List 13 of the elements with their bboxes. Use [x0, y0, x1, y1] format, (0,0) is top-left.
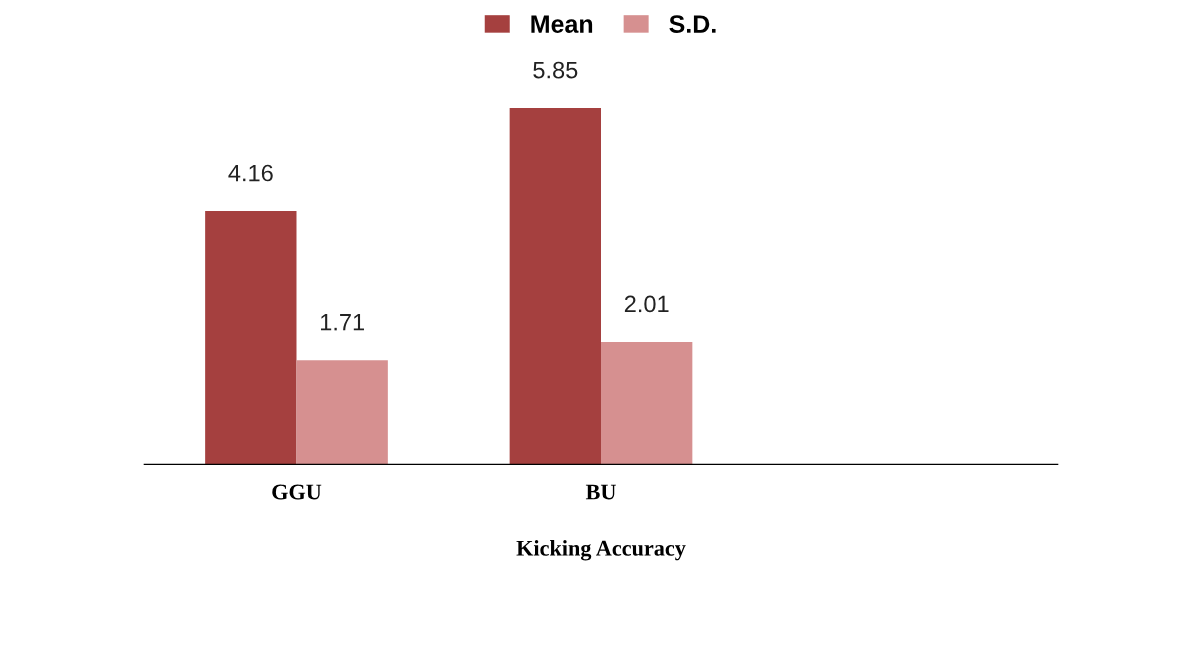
bar [296, 360, 388, 465]
x-axis-title: Kicking Accuracy [516, 540, 686, 561]
bar [601, 341, 693, 465]
data-label: 5.85 [533, 61, 578, 79]
bar [509, 108, 601, 465]
data-label: 2.01 [624, 295, 669, 313]
data-label: 1.71 [320, 314, 364, 331]
x-tick-label: GGU [272, 484, 322, 500]
x-tick-label: BU [585, 484, 616, 500]
bar [205, 211, 297, 465]
legend-label: Mean [531, 15, 593, 33]
data-label: 4.16 [228, 164, 273, 182]
legend-label: S.D. [669, 15, 716, 33]
